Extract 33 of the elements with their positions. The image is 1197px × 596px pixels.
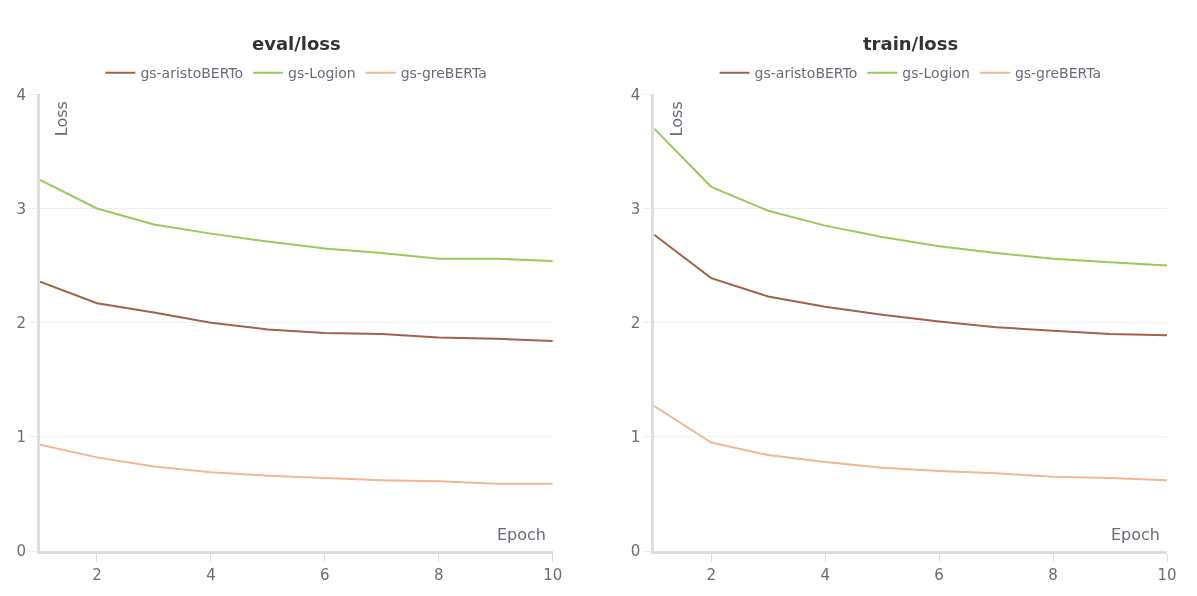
y-axis-title: Loss xyxy=(666,101,686,137)
y-tick-label: 3 xyxy=(630,199,641,218)
x-axis-title: Epoch xyxy=(1111,525,1160,544)
y-tick-label: 0 xyxy=(16,542,26,561)
x-tick-label: 4 xyxy=(820,566,830,584)
x-tick-label: 8 xyxy=(434,566,444,584)
x-tick-label: 6 xyxy=(320,566,330,584)
x-axis-title: Epoch xyxy=(497,525,546,544)
x-tick-label: 2 xyxy=(706,566,716,584)
y-tick-label: 0 xyxy=(630,542,641,561)
legend-label: gs-greBERTa xyxy=(400,65,487,82)
legend-label: gs-greBERTa xyxy=(1014,65,1102,82)
y-tick-label: 4 xyxy=(630,85,641,104)
x-tick-label: 10 xyxy=(543,566,563,584)
chart-title: eval/loss xyxy=(252,33,341,54)
line-series xyxy=(40,443,553,485)
y-tick-label: 1 xyxy=(16,428,26,447)
x-tick-label: 8 xyxy=(1048,566,1058,584)
x-tick-label: 4 xyxy=(206,566,216,584)
y-tick-label: 2 xyxy=(630,313,641,332)
legend-label: gs-Logion xyxy=(902,65,970,82)
legend-label: gs-aristoBERTo xyxy=(140,65,244,82)
x-tick-label: 6 xyxy=(934,566,944,584)
y-tick-label: 2 xyxy=(16,313,26,332)
y-tick-label: 3 xyxy=(16,199,26,218)
y-axis-title: Loss xyxy=(52,101,72,137)
legend-label: gs-Logion xyxy=(288,65,356,82)
chart-title: train/loss xyxy=(863,33,959,54)
legend-label: gs-aristoBERTo xyxy=(754,65,858,82)
x-tick-label: 2 xyxy=(92,566,102,584)
x-tick-label: 10 xyxy=(1157,566,1177,584)
y-tick-label: 1 xyxy=(630,428,641,447)
y-tick-label: 4 xyxy=(16,85,26,104)
